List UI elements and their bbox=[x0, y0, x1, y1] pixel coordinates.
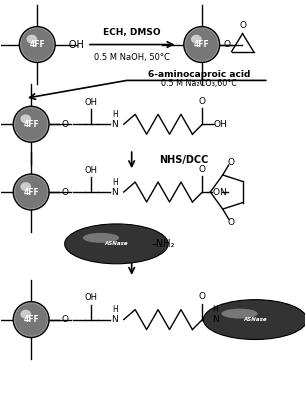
Text: ECH, DMSO: ECH, DMSO bbox=[103, 28, 161, 36]
Ellipse shape bbox=[13, 174, 49, 210]
Text: 0.5 M Na₂CO₃,60°C: 0.5 M Na₂CO₃,60°C bbox=[161, 79, 237, 88]
Ellipse shape bbox=[21, 28, 53, 61]
Text: N: N bbox=[111, 315, 118, 324]
Ellipse shape bbox=[222, 309, 258, 318]
Text: 4FF: 4FF bbox=[29, 40, 45, 49]
Ellipse shape bbox=[191, 35, 202, 44]
Text: O: O bbox=[199, 292, 206, 301]
Text: –OH: –OH bbox=[64, 40, 84, 50]
Text: OH: OH bbox=[85, 293, 98, 302]
Text: 4FF: 4FF bbox=[23, 188, 39, 196]
Ellipse shape bbox=[27, 35, 37, 44]
Text: OH: OH bbox=[85, 98, 98, 107]
Ellipse shape bbox=[21, 182, 31, 191]
Ellipse shape bbox=[15, 108, 47, 140]
Text: NHS/DCC: NHS/DCC bbox=[159, 155, 208, 165]
Text: 4FF: 4FF bbox=[23, 120, 39, 129]
Text: O: O bbox=[213, 188, 220, 196]
Ellipse shape bbox=[19, 27, 55, 62]
Text: H: H bbox=[212, 305, 218, 314]
Text: O: O bbox=[224, 40, 231, 49]
Text: 4FF: 4FF bbox=[23, 315, 39, 324]
Ellipse shape bbox=[21, 310, 31, 319]
Text: N: N bbox=[212, 315, 219, 324]
Ellipse shape bbox=[83, 233, 119, 243]
Ellipse shape bbox=[15, 176, 47, 208]
Text: H: H bbox=[112, 178, 118, 186]
Ellipse shape bbox=[13, 106, 49, 142]
Text: O: O bbox=[227, 218, 234, 226]
Ellipse shape bbox=[184, 27, 220, 62]
Text: O: O bbox=[199, 97, 206, 106]
Text: 0.5 M NaOH, 50°C: 0.5 M NaOH, 50°C bbox=[94, 52, 170, 62]
Text: O: O bbox=[62, 188, 69, 196]
Text: N: N bbox=[111, 120, 118, 129]
Ellipse shape bbox=[13, 302, 49, 338]
Text: 6-aminocaproic acid: 6-aminocaproic acid bbox=[147, 70, 250, 79]
Text: 4FF: 4FF bbox=[194, 40, 210, 49]
Text: O: O bbox=[239, 21, 246, 30]
Text: H: H bbox=[112, 305, 118, 314]
Ellipse shape bbox=[65, 224, 168, 264]
Ellipse shape bbox=[186, 28, 218, 61]
Text: ASNase: ASNase bbox=[243, 317, 267, 322]
Text: H: H bbox=[112, 110, 118, 119]
Ellipse shape bbox=[15, 304, 47, 336]
Text: OH: OH bbox=[85, 166, 98, 175]
Text: N: N bbox=[111, 188, 118, 196]
Text: ASNase: ASNase bbox=[105, 241, 128, 246]
Ellipse shape bbox=[203, 300, 306, 340]
Text: O: O bbox=[62, 315, 69, 324]
Text: OH: OH bbox=[213, 120, 227, 129]
Ellipse shape bbox=[21, 114, 31, 123]
Text: O: O bbox=[62, 120, 69, 129]
Text: N: N bbox=[219, 188, 226, 196]
Text: O: O bbox=[199, 165, 206, 174]
Text: O: O bbox=[227, 158, 234, 166]
Text: –NH₂: –NH₂ bbox=[151, 239, 175, 249]
